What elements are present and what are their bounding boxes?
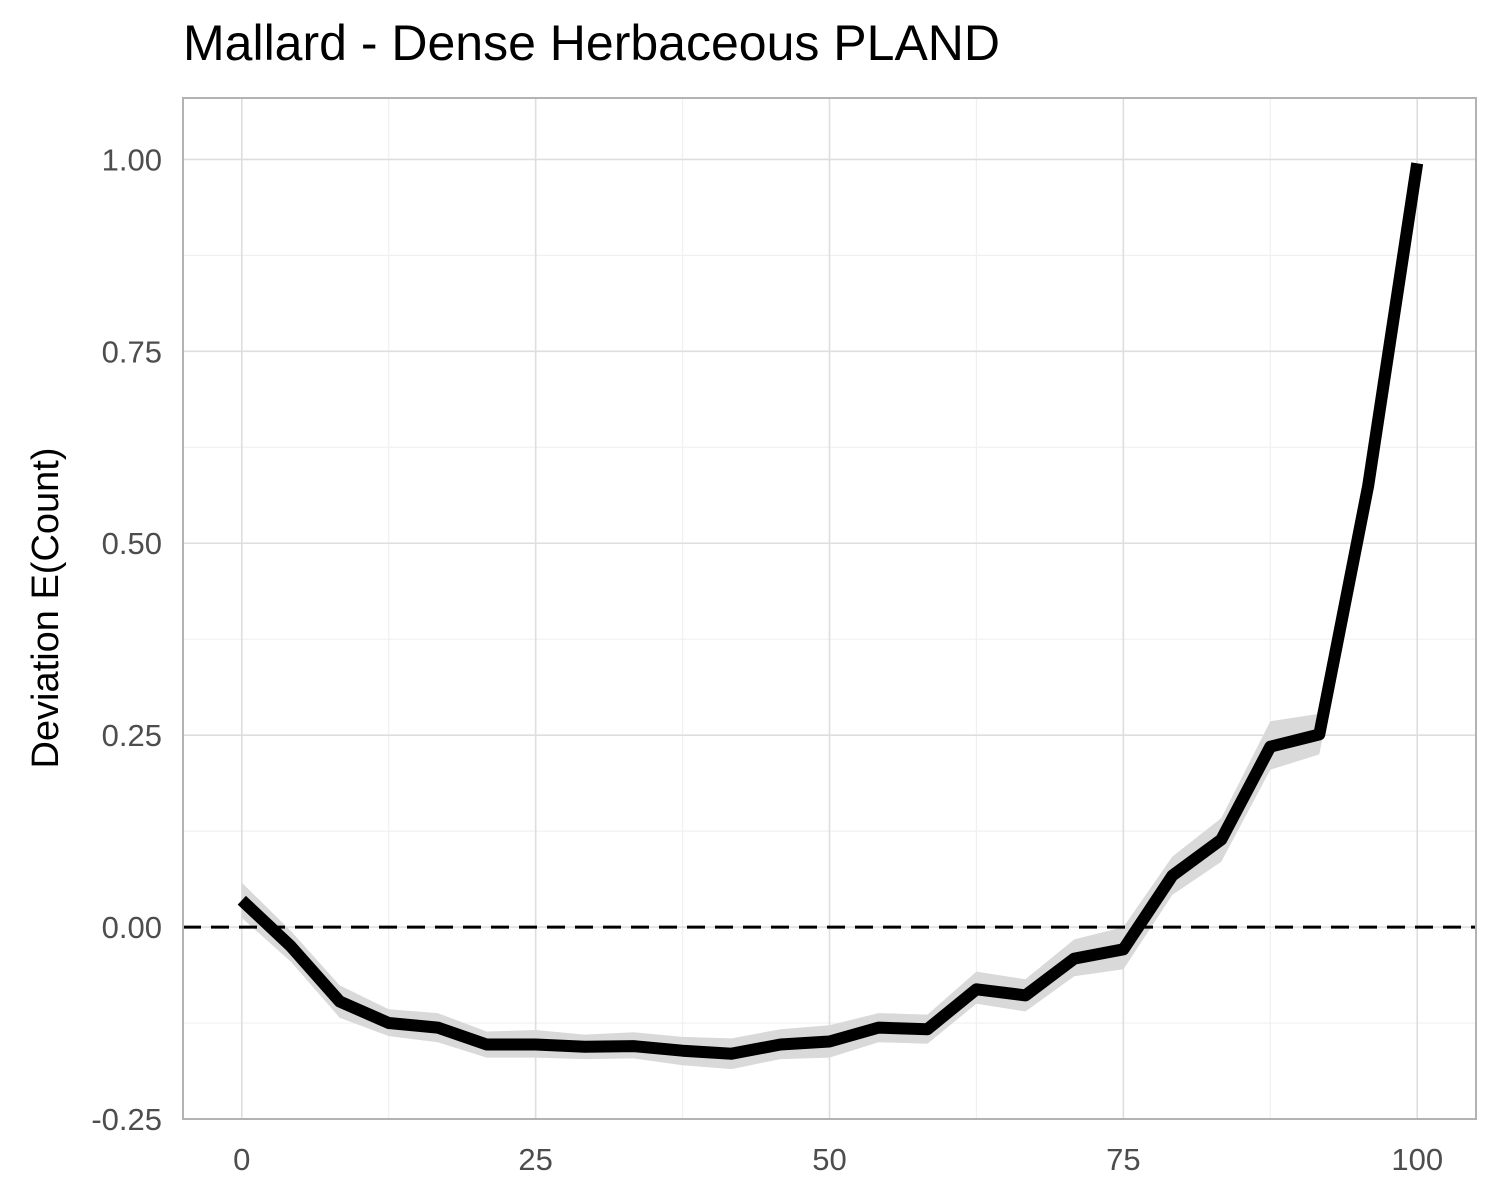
x-tick-label: 0 (233, 1142, 250, 1177)
series-line-layer (237, 162, 1424, 1060)
major-gridlines (183, 98, 1476, 1120)
y-tick-labels: -0.25 0.00 0.25 0.50 0.75 1.00 (91, 142, 162, 1137)
y-tick-label: 1.00 (102, 142, 162, 177)
y-tick-label: 0.50 (102, 526, 162, 561)
panel-border (182, 97, 1477, 1120)
chart-title: Mallard - Dense Herbaceous PLAND (183, 15, 1001, 71)
series-line (237, 162, 1424, 1060)
y-tick-label: 0.00 (102, 910, 162, 945)
y-axis-title: Deviation E(Count) (25, 447, 67, 768)
x-tick-label: 100 (1391, 1142, 1443, 1177)
x-tick-label: 25 (518, 1142, 552, 1177)
x-tick-label: 50 (812, 1142, 846, 1177)
x-tick-labels: 0 25 50 75 100 (233, 1142, 1443, 1177)
y-tick-label: -0.25 (91, 1102, 162, 1137)
y-tick-label: 0.25 (102, 718, 162, 753)
y-tick-label: 0.75 (102, 334, 162, 369)
x-tick-label: 75 (1106, 1142, 1140, 1177)
